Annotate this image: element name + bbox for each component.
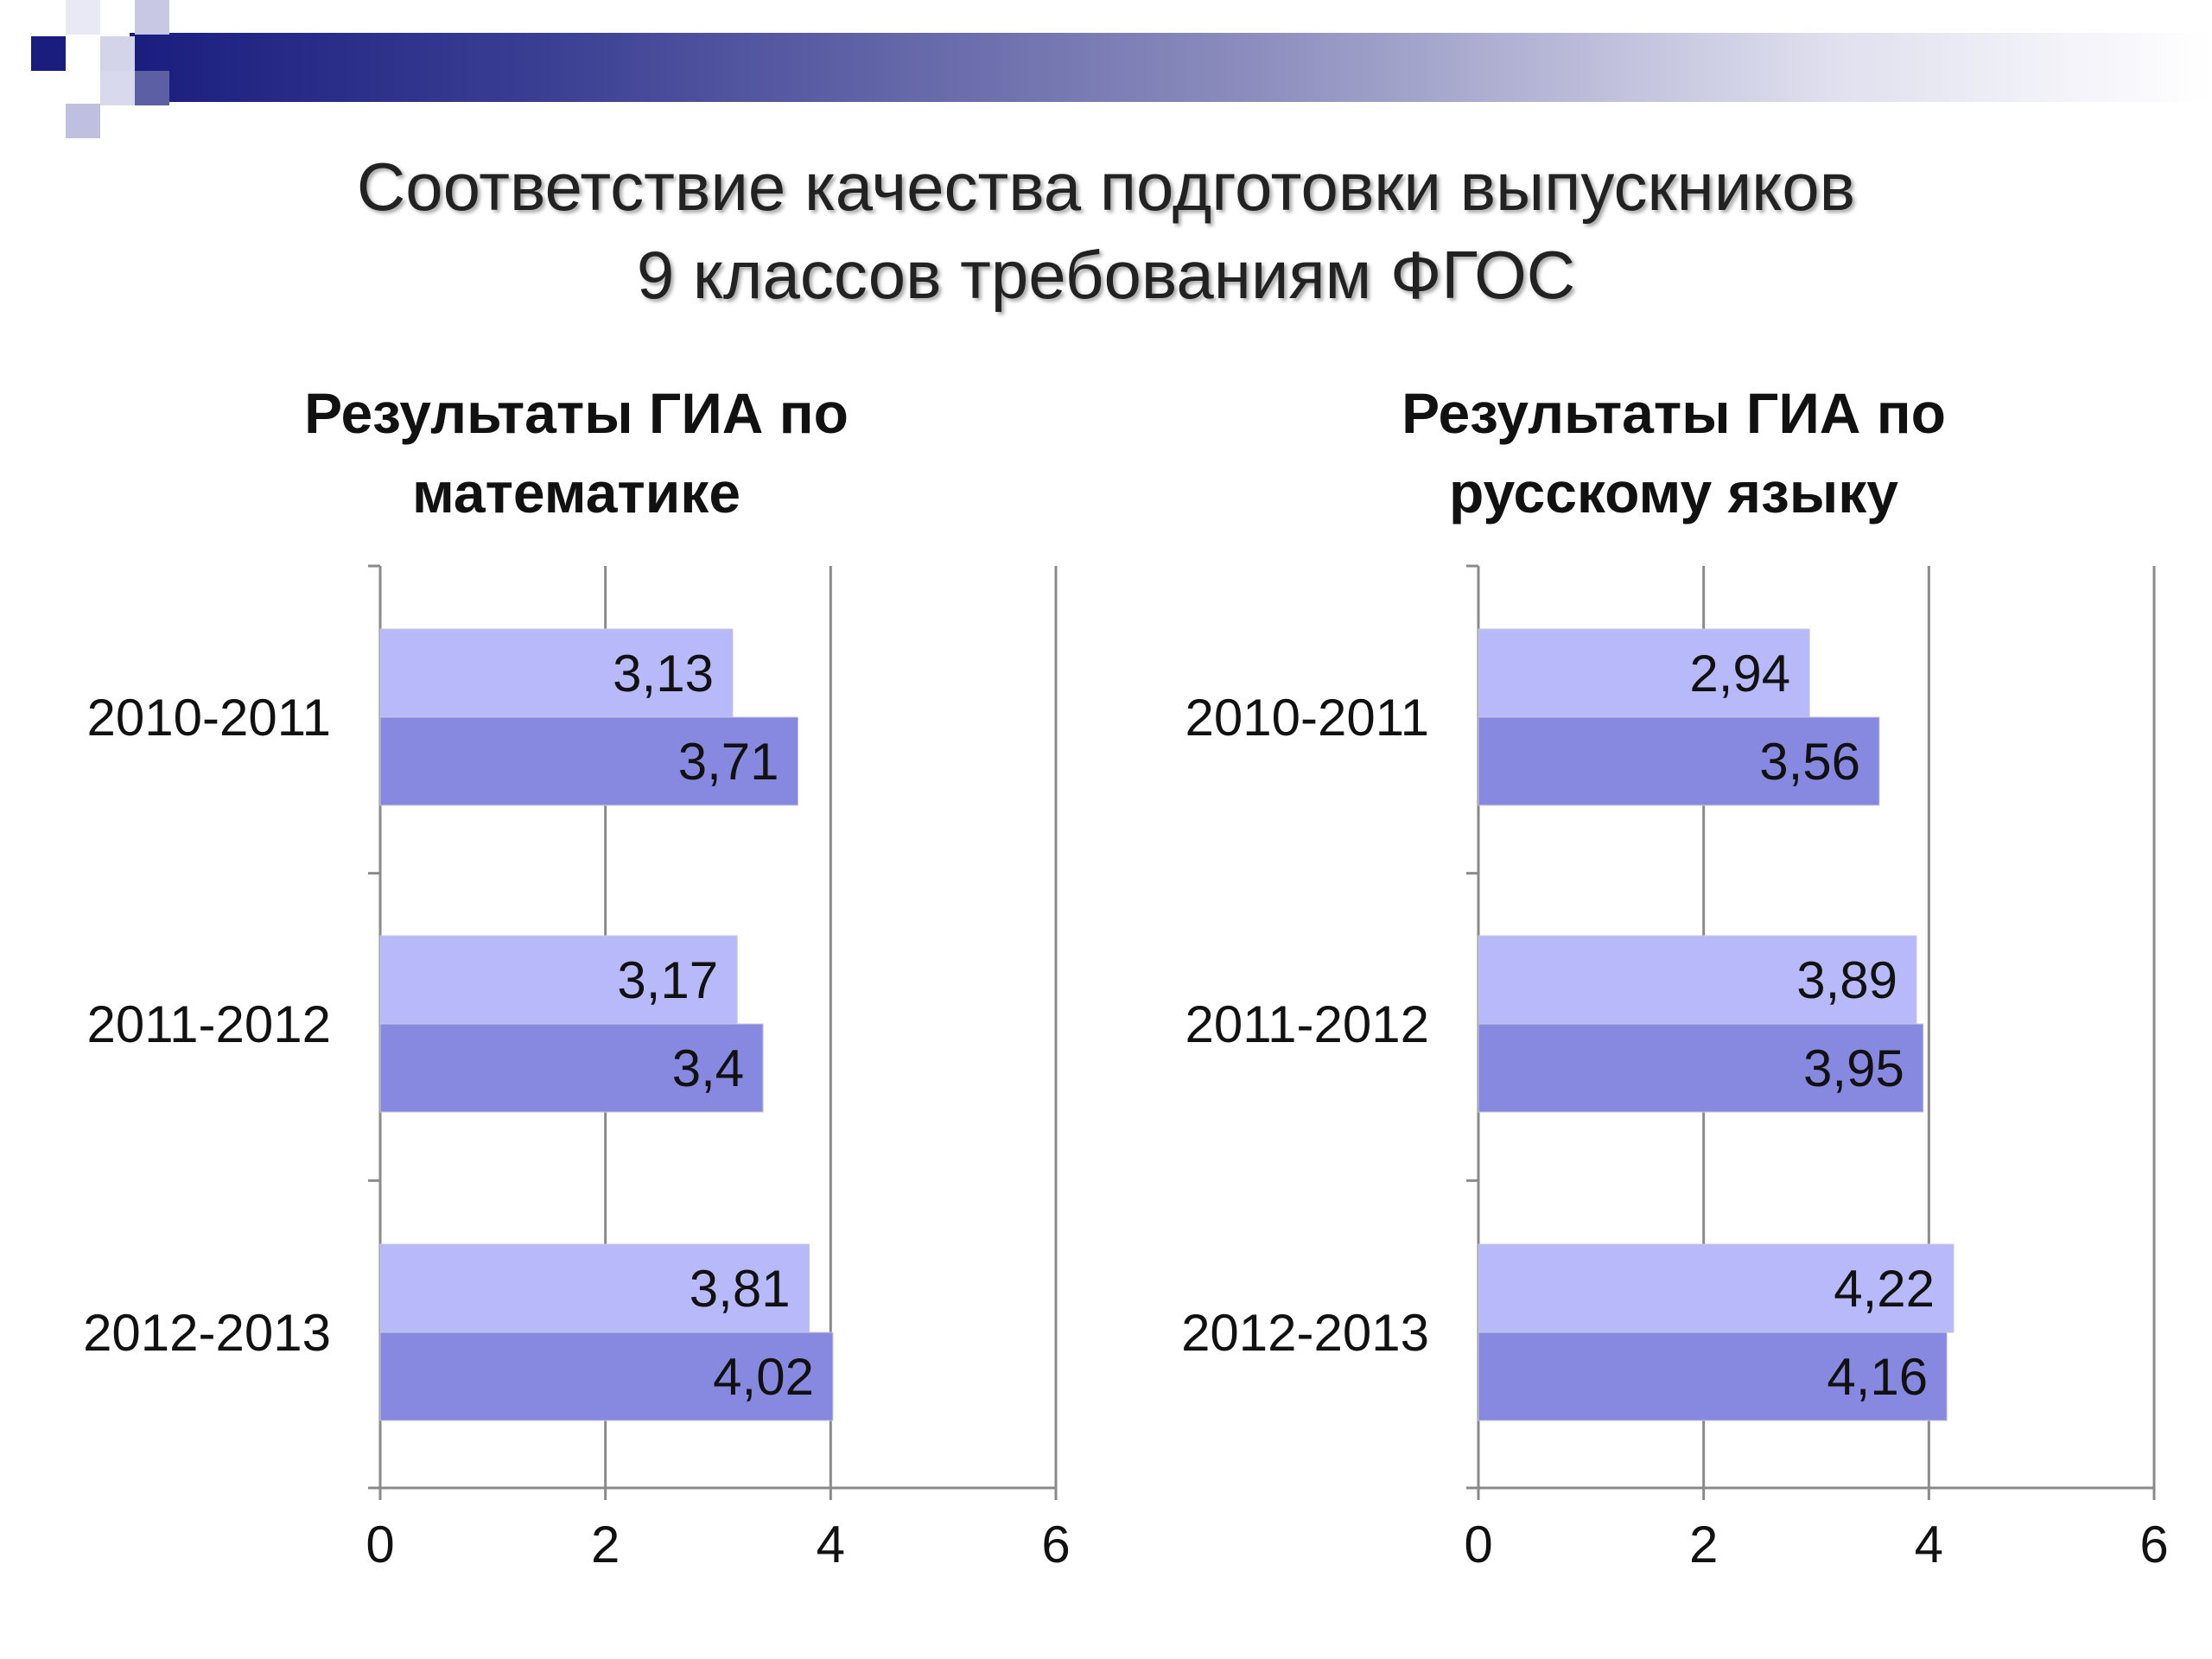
russian-x-tick-label: 4 bbox=[1915, 1516, 1943, 1573]
russian-chart-title-line1: Результаты ГИА по bbox=[1402, 381, 1946, 445]
russian-bar-label: 3,56 bbox=[1759, 733, 1860, 791]
math-bar bbox=[379, 935, 738, 1025]
math-bar bbox=[379, 716, 799, 806]
math-x-tick-label: 6 bbox=[1041, 1516, 1070, 1573]
math-bar bbox=[379, 1243, 810, 1333]
math-bar bbox=[379, 628, 734, 718]
russian-bar-label: 2,94 bbox=[1689, 645, 1790, 702]
russian-bar bbox=[1478, 1023, 1924, 1113]
math-chart-title-line2: математике bbox=[411, 461, 741, 524]
slide-title: Соответствие качества подготовки выпускн… bbox=[0, 143, 2212, 319]
math-bar-label: 4,02 bbox=[713, 1348, 814, 1406]
math-bar-label: 3,4 bbox=[672, 1039, 744, 1097]
russian-category-label: 2010-2011 bbox=[1185, 689, 1429, 747]
math-bar-label: 3,71 bbox=[678, 733, 779, 791]
math-chart-title-line1: Результаты ГИА по bbox=[304, 381, 849, 445]
math-category-label: 2011-2012 bbox=[87, 995, 331, 1053]
russian-bar bbox=[1478, 935, 1917, 1025]
math-category-label: 2010-2011 bbox=[87, 689, 331, 747]
russian-bar bbox=[1478, 628, 1810, 718]
russian-bar bbox=[1478, 1243, 1955, 1333]
header-gradient-bar bbox=[130, 33, 2212, 102]
math-x-tick-label: 0 bbox=[365, 1516, 394, 1573]
math-category-label: 2012-2013 bbox=[83, 1304, 331, 1362]
russian-bar-label: 4,16 bbox=[1827, 1348, 1928, 1406]
header-deco-square bbox=[100, 71, 135, 105]
russian-chart-title: Результаты ГИА по русскому языку bbox=[1242, 373, 2106, 532]
header-deco-square bbox=[66, 0, 100, 35]
russian-x-tick-label: 6 bbox=[2139, 1516, 2168, 1573]
header-deco-square bbox=[135, 71, 169, 105]
russian-bar bbox=[1478, 716, 1880, 806]
russian-bar-label: 3,89 bbox=[1796, 951, 1897, 1009]
header-deco-square bbox=[66, 104, 100, 138]
slide-title-line2: 9 классов требованиям ФГОС bbox=[636, 237, 1576, 313]
russian-bar-label: 4,22 bbox=[1834, 1260, 1935, 1318]
russian-x-tick-label: 0 bbox=[1464, 1516, 1492, 1573]
slide-title-line1: Соответствие качества подготовки выпускн… bbox=[356, 149, 1856, 225]
russian-category-label: 2012-2013 bbox=[1181, 1304, 1429, 1362]
math-bar-label: 3,13 bbox=[613, 645, 714, 702]
math-x-tick-label: 2 bbox=[591, 1516, 620, 1573]
header-deco-square bbox=[135, 0, 169, 35]
russian-x-tick-label: 2 bbox=[1689, 1516, 1718, 1573]
math-x-tick-label: 4 bbox=[817, 1516, 845, 1573]
math-bar bbox=[379, 1023, 764, 1113]
russian-category-label: 2011-2012 bbox=[1185, 995, 1429, 1053]
header-deco-square bbox=[31, 36, 66, 71]
russian-chart-title-line2: русскому языку bbox=[1449, 461, 1898, 524]
math-bar bbox=[379, 1332, 834, 1421]
header-deco-square bbox=[100, 36, 135, 71]
math-bar-label: 3,17 bbox=[617, 951, 718, 1009]
math-bar-label: 3,81 bbox=[690, 1260, 791, 1318]
russian-bar bbox=[1478, 1332, 1948, 1421]
math-chart-title: Результаты ГИА по математике bbox=[144, 373, 1008, 532]
russian-bar-label: 3,95 bbox=[1803, 1039, 1904, 1097]
